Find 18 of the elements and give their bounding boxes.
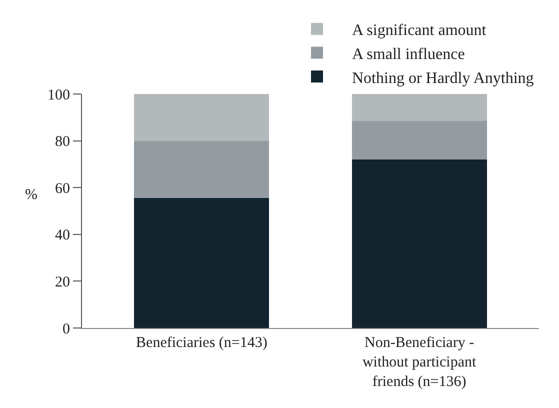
y-tick-label: 80 [55,134,70,150]
bar [134,94,270,141]
legend-label: A significant amount [352,22,487,40]
y-tick-label: 60 [55,180,70,197]
bar [134,140,270,198]
bar [134,198,270,328]
legend-label: A small influence [352,46,465,63]
bar [352,94,487,121]
y-tick-label: 20 [55,274,70,290]
y-tick-label: 0 [62,321,70,338]
bar [352,160,487,328]
x-tick-label: Non-Beneficiary - without participant friends (n=136) [362,335,477,390]
legend-label: Nothing or Hardly Anything [352,70,534,87]
bar [352,120,487,160]
y-tick-label: 100 [48,87,70,104]
y-tick-label: 40 [55,228,70,244]
y-axis-title: % [25,187,38,203]
x-tick-label: Beneficiaries (n=143) [136,335,268,351]
